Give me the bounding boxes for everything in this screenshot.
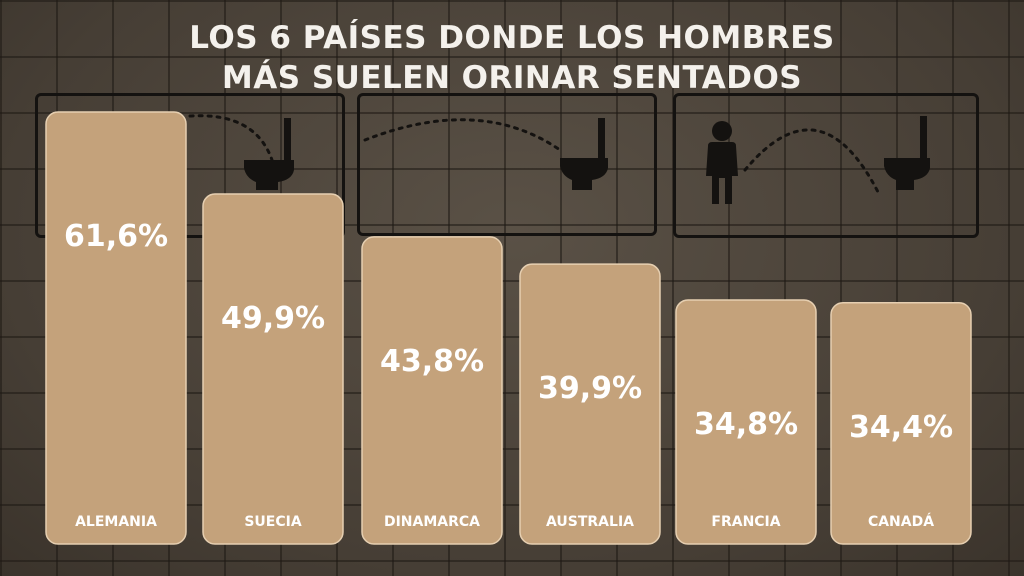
value-label: 43,8%: [380, 344, 484, 379]
value-label: 34,4%: [849, 410, 953, 445]
value-label: 39,9%: [538, 371, 642, 406]
value-label: 61,6%: [64, 219, 168, 254]
bar-alemania: [46, 112, 186, 544]
value-label: 34,8%: [694, 407, 798, 442]
bar-dinamarca: [362, 237, 502, 544]
category-label: SUECIA: [244, 514, 301, 530]
category-label: AUSTRALIA: [546, 514, 634, 530]
category-label: ALEMANIA: [75, 514, 157, 530]
category-label: FRANCIA: [711, 514, 780, 530]
bar-suecia: [203, 194, 343, 544]
value-label: 49,9%: [221, 301, 325, 336]
category-label: CANADÁ: [868, 513, 934, 530]
category-label: DINAMARCA: [384, 514, 480, 530]
